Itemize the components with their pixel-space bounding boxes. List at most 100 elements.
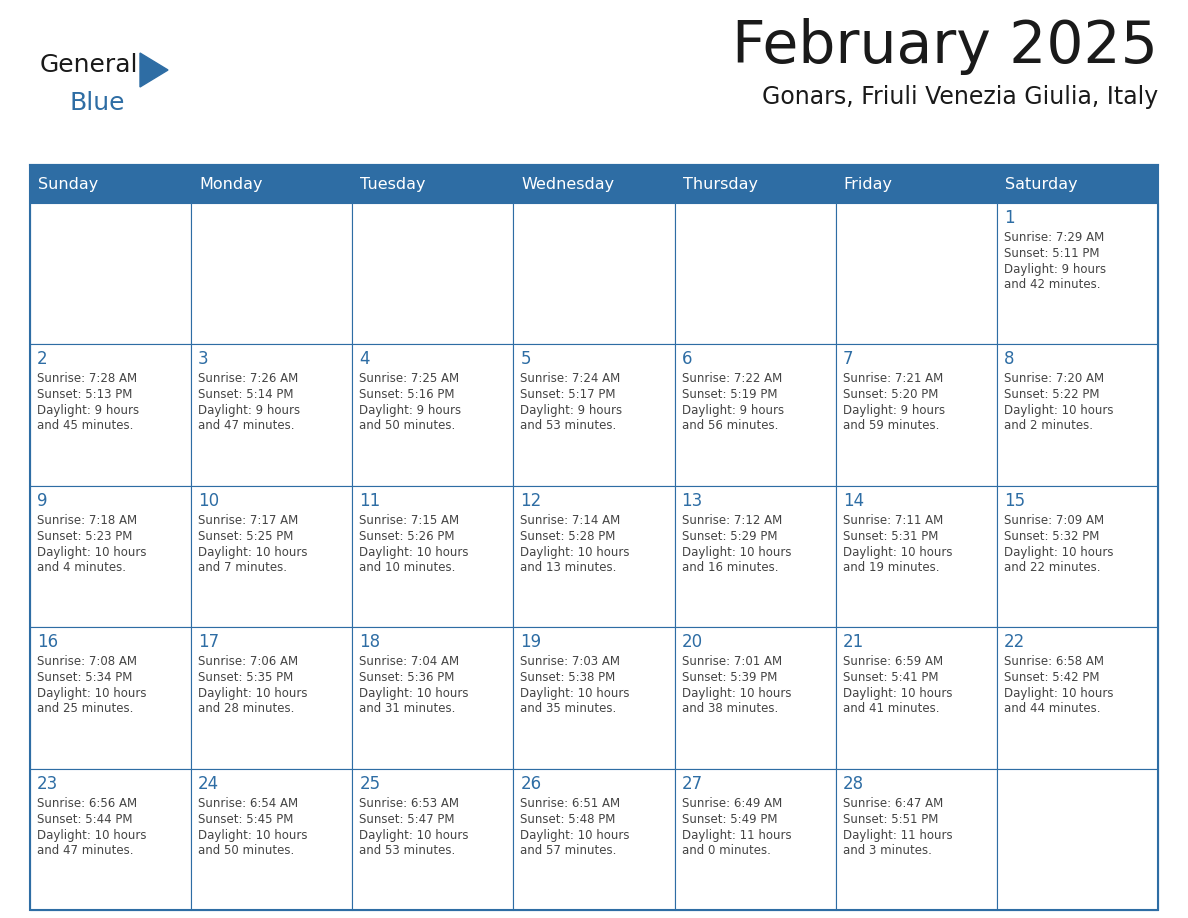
Text: Sunset: 5:22 PM: Sunset: 5:22 PM (1004, 388, 1099, 401)
Text: Sunrise: 7:01 AM: Sunrise: 7:01 AM (682, 655, 782, 668)
Bar (513, 344, 675, 486)
Text: Sunset: 5:26 PM: Sunset: 5:26 PM (359, 530, 455, 543)
Text: Daylight: 10 hours: Daylight: 10 hours (842, 546, 953, 559)
Text: and 7 minutes.: and 7 minutes. (198, 561, 287, 574)
Text: Daylight: 10 hours: Daylight: 10 hours (198, 688, 308, 700)
Text: Wednesday: Wednesday (522, 176, 614, 192)
Bar (30, 486, 191, 627)
Text: Sunrise: 7:24 AM: Sunrise: 7:24 AM (520, 373, 620, 386)
Text: Sunrise: 7:26 AM: Sunrise: 7:26 AM (198, 373, 298, 386)
Text: and 47 minutes.: and 47 minutes. (37, 844, 133, 856)
Text: Sunset: 5:25 PM: Sunset: 5:25 PM (198, 530, 293, 543)
Bar (30, 344, 191, 486)
Text: Sunrise: 7:14 AM: Sunrise: 7:14 AM (520, 514, 620, 527)
Text: 23: 23 (37, 775, 58, 792)
Text: 26: 26 (520, 775, 542, 792)
Bar (675, 627, 835, 768)
Text: Sunrise: 7:17 AM: Sunrise: 7:17 AM (198, 514, 298, 527)
Text: and 41 minutes.: and 41 minutes. (842, 702, 940, 715)
Text: 4: 4 (359, 351, 369, 368)
Text: General: General (40, 53, 139, 77)
Text: Sunset: 5:51 PM: Sunset: 5:51 PM (842, 812, 939, 825)
Text: Daylight: 10 hours: Daylight: 10 hours (359, 829, 469, 842)
Text: 19: 19 (520, 633, 542, 651)
Text: Sunrise: 7:25 AM: Sunrise: 7:25 AM (359, 373, 460, 386)
Bar (835, 344, 997, 486)
Text: 14: 14 (842, 492, 864, 509)
Text: and 28 minutes.: and 28 minutes. (198, 702, 295, 715)
Text: Daylight: 10 hours: Daylight: 10 hours (842, 688, 953, 700)
Bar (997, 203, 1158, 344)
Text: Sunrise: 7:22 AM: Sunrise: 7:22 AM (682, 373, 782, 386)
Text: Daylight: 10 hours: Daylight: 10 hours (682, 688, 791, 700)
Bar (191, 627, 353, 768)
Text: Sunset: 5:47 PM: Sunset: 5:47 PM (359, 812, 455, 825)
Text: Daylight: 9 hours: Daylight: 9 hours (520, 405, 623, 418)
Text: Sunrise: 6:53 AM: Sunrise: 6:53 AM (359, 797, 460, 810)
Text: February 2025: February 2025 (732, 18, 1158, 75)
Text: Sunrise: 7:18 AM: Sunrise: 7:18 AM (37, 514, 137, 527)
Text: and 3 minutes.: and 3 minutes. (842, 844, 931, 856)
Text: Daylight: 9 hours: Daylight: 9 hours (37, 405, 139, 418)
Bar (997, 486, 1158, 627)
Text: 22: 22 (1004, 633, 1025, 651)
Bar (353, 344, 513, 486)
Text: 9: 9 (37, 492, 48, 509)
Text: and 22 minutes.: and 22 minutes. (1004, 561, 1100, 574)
Text: 6: 6 (682, 351, 693, 368)
Text: and 44 minutes.: and 44 minutes. (1004, 702, 1100, 715)
Text: Sunset: 5:44 PM: Sunset: 5:44 PM (37, 812, 133, 825)
Text: Thursday: Thursday (683, 176, 758, 192)
Text: 8: 8 (1004, 351, 1015, 368)
Text: Daylight: 10 hours: Daylight: 10 hours (37, 546, 146, 559)
Text: Tuesday: Tuesday (360, 176, 425, 192)
Text: Daylight: 10 hours: Daylight: 10 hours (1004, 688, 1113, 700)
Text: Daylight: 10 hours: Daylight: 10 hours (37, 829, 146, 842)
Text: Daylight: 10 hours: Daylight: 10 hours (1004, 546, 1113, 559)
Text: Sunset: 5:41 PM: Sunset: 5:41 PM (842, 671, 939, 684)
Text: Sunset: 5:13 PM: Sunset: 5:13 PM (37, 388, 132, 401)
Text: Sunset: 5:19 PM: Sunset: 5:19 PM (682, 388, 777, 401)
Bar (353, 768, 513, 910)
Bar (675, 486, 835, 627)
Text: Daylight: 9 hours: Daylight: 9 hours (1004, 263, 1106, 276)
Text: Daylight: 10 hours: Daylight: 10 hours (37, 688, 146, 700)
Text: and 53 minutes.: and 53 minutes. (520, 420, 617, 432)
Text: Sunset: 5:31 PM: Sunset: 5:31 PM (842, 530, 939, 543)
Text: Daylight: 10 hours: Daylight: 10 hours (359, 688, 469, 700)
Bar (353, 486, 513, 627)
Text: 10: 10 (198, 492, 220, 509)
Text: and 13 minutes.: and 13 minutes. (520, 561, 617, 574)
Bar (191, 768, 353, 910)
Text: Sunrise: 7:15 AM: Sunrise: 7:15 AM (359, 514, 460, 527)
Text: 3: 3 (198, 351, 209, 368)
Text: and 0 minutes.: and 0 minutes. (682, 844, 771, 856)
Text: and 59 minutes.: and 59 minutes. (842, 420, 939, 432)
Text: Monday: Monday (200, 176, 263, 192)
Text: Daylight: 10 hours: Daylight: 10 hours (682, 546, 791, 559)
Text: Sunrise: 6:58 AM: Sunrise: 6:58 AM (1004, 655, 1104, 668)
Text: Daylight: 11 hours: Daylight: 11 hours (842, 829, 953, 842)
Bar (997, 344, 1158, 486)
Text: Sunset: 5:29 PM: Sunset: 5:29 PM (682, 530, 777, 543)
Bar (835, 203, 997, 344)
Text: Daylight: 10 hours: Daylight: 10 hours (520, 546, 630, 559)
Text: Sunrise: 6:59 AM: Sunrise: 6:59 AM (842, 655, 943, 668)
Text: and 38 minutes.: and 38 minutes. (682, 702, 778, 715)
Text: Sunset: 5:35 PM: Sunset: 5:35 PM (198, 671, 293, 684)
Text: Daylight: 9 hours: Daylight: 9 hours (682, 405, 784, 418)
Text: 21: 21 (842, 633, 864, 651)
Text: Sunset: 5:39 PM: Sunset: 5:39 PM (682, 671, 777, 684)
Text: Sunrise: 7:09 AM: Sunrise: 7:09 AM (1004, 514, 1104, 527)
Text: Daylight: 9 hours: Daylight: 9 hours (842, 405, 944, 418)
Bar (191, 203, 353, 344)
Text: Sunrise: 6:51 AM: Sunrise: 6:51 AM (520, 797, 620, 810)
Bar (835, 486, 997, 627)
Text: Sunset: 5:11 PM: Sunset: 5:11 PM (1004, 247, 1099, 260)
Text: Sunset: 5:42 PM: Sunset: 5:42 PM (1004, 671, 1099, 684)
Text: and 19 minutes.: and 19 minutes. (842, 561, 940, 574)
Text: 13: 13 (682, 492, 703, 509)
Bar (513, 768, 675, 910)
Text: and 50 minutes.: and 50 minutes. (198, 844, 295, 856)
Text: Daylight: 10 hours: Daylight: 10 hours (520, 688, 630, 700)
